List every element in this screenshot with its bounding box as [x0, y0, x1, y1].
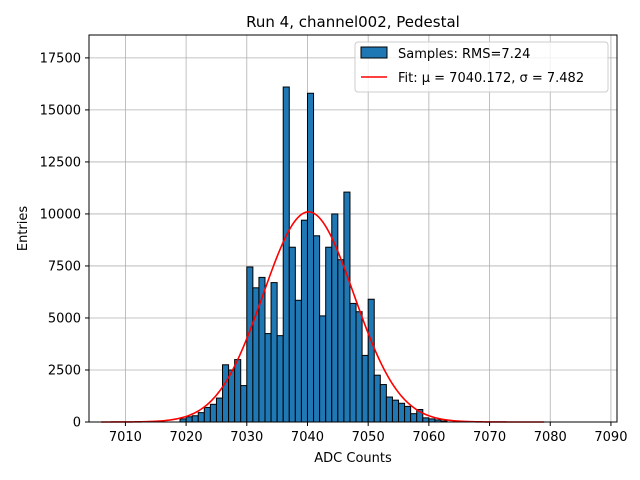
y-tick-label: 7500 [48, 259, 81, 274]
histogram-bar [282, 86, 290, 423]
y-tick-label: 15000 [40, 103, 81, 118]
x-tick-label: 7010 [109, 430, 142, 445]
y-tick-label: 12500 [40, 155, 81, 170]
histogram-bar [404, 405, 412, 423]
y-tick-label: 0 [73, 416, 81, 431]
x-axis-title: ADC Counts [314, 451, 392, 466]
histogram-bar [343, 191, 351, 423]
grid-layer [89, 35, 617, 423]
legend: Samples: RMS=7.24 Fit: μ = 7040.172, σ =… [354, 41, 609, 93]
y-tick-label: 10000 [40, 207, 81, 222]
ticks-layer: 7010 7020 7030 7040 7050 7060 7070 7080 7090 0 250… [40, 51, 628, 445]
histogram-bar [234, 359, 242, 423]
x-tick-label: 7030 [230, 430, 263, 445]
histogram-bar [240, 385, 248, 423]
histogram-bar [410, 413, 418, 423]
y-tick-label: 17500 [40, 51, 81, 66]
legend-box [354, 41, 609, 93]
histogram-bar [349, 302, 357, 423]
histogram-bar [264, 333, 272, 423]
legend-swatch-samples [360, 46, 388, 59]
histogram-bar [422, 417, 430, 423]
histogram-bar [288, 246, 296, 423]
histogram-bar [367, 298, 375, 423]
histogram-bar [276, 335, 284, 423]
x-tick-label: 7090 [594, 430, 627, 445]
histogram-bar [215, 397, 224, 423]
histogram-bar [228, 369, 236, 423]
histogram-bar [379, 384, 387, 423]
histogram-bar [337, 259, 345, 423]
histogram-bar [325, 246, 333, 423]
histogram-bar [306, 92, 315, 423]
x-tick-label: 7040 [291, 430, 324, 445]
histogram-bar [391, 399, 400, 423]
histogram-bar [373, 374, 381, 423]
y-axis-title: Entries [16, 206, 31, 252]
x-tick-label: 7070 [473, 430, 506, 445]
histogram-bar [385, 396, 393, 423]
histogram-bar [185, 416, 193, 423]
x-tick-label: 7080 [534, 430, 567, 445]
histogram-bar [270, 282, 278, 423]
x-tick-label: 7020 [170, 430, 203, 445]
y-tick-label: 5000 [48, 311, 81, 326]
histogram-bar [355, 311, 363, 423]
legend-label-samples: Samples: RMS=7.24 [398, 47, 530, 62]
x-tick-label: 7060 [412, 430, 445, 445]
histogram-bar [398, 402, 406, 423]
histogram-bar [197, 412, 205, 423]
x-tick-label: 7050 [352, 430, 385, 445]
histogram-bar [361, 354, 369, 423]
chart-title: Run 4, channel002, Pedestal [246, 13, 460, 31]
histogram-bar [319, 315, 327, 423]
bars-layer [179, 86, 448, 423]
y-tick-label: 2500 [48, 363, 81, 378]
histogram-bar [313, 235, 321, 423]
plot-frame [88, 34, 618, 423]
histogram-bar [191, 415, 199, 423]
histogram-bar [209, 403, 217, 423]
histogram-bar [203, 406, 211, 423]
histogram-bar [294, 299, 302, 423]
legend-label-fit: Fit: μ = 7040.172, σ = 7.482 [398, 71, 584, 86]
histogram-bar [246, 266, 254, 423]
histogram-bar [222, 364, 230, 423]
histogram-bar [300, 219, 308, 423]
